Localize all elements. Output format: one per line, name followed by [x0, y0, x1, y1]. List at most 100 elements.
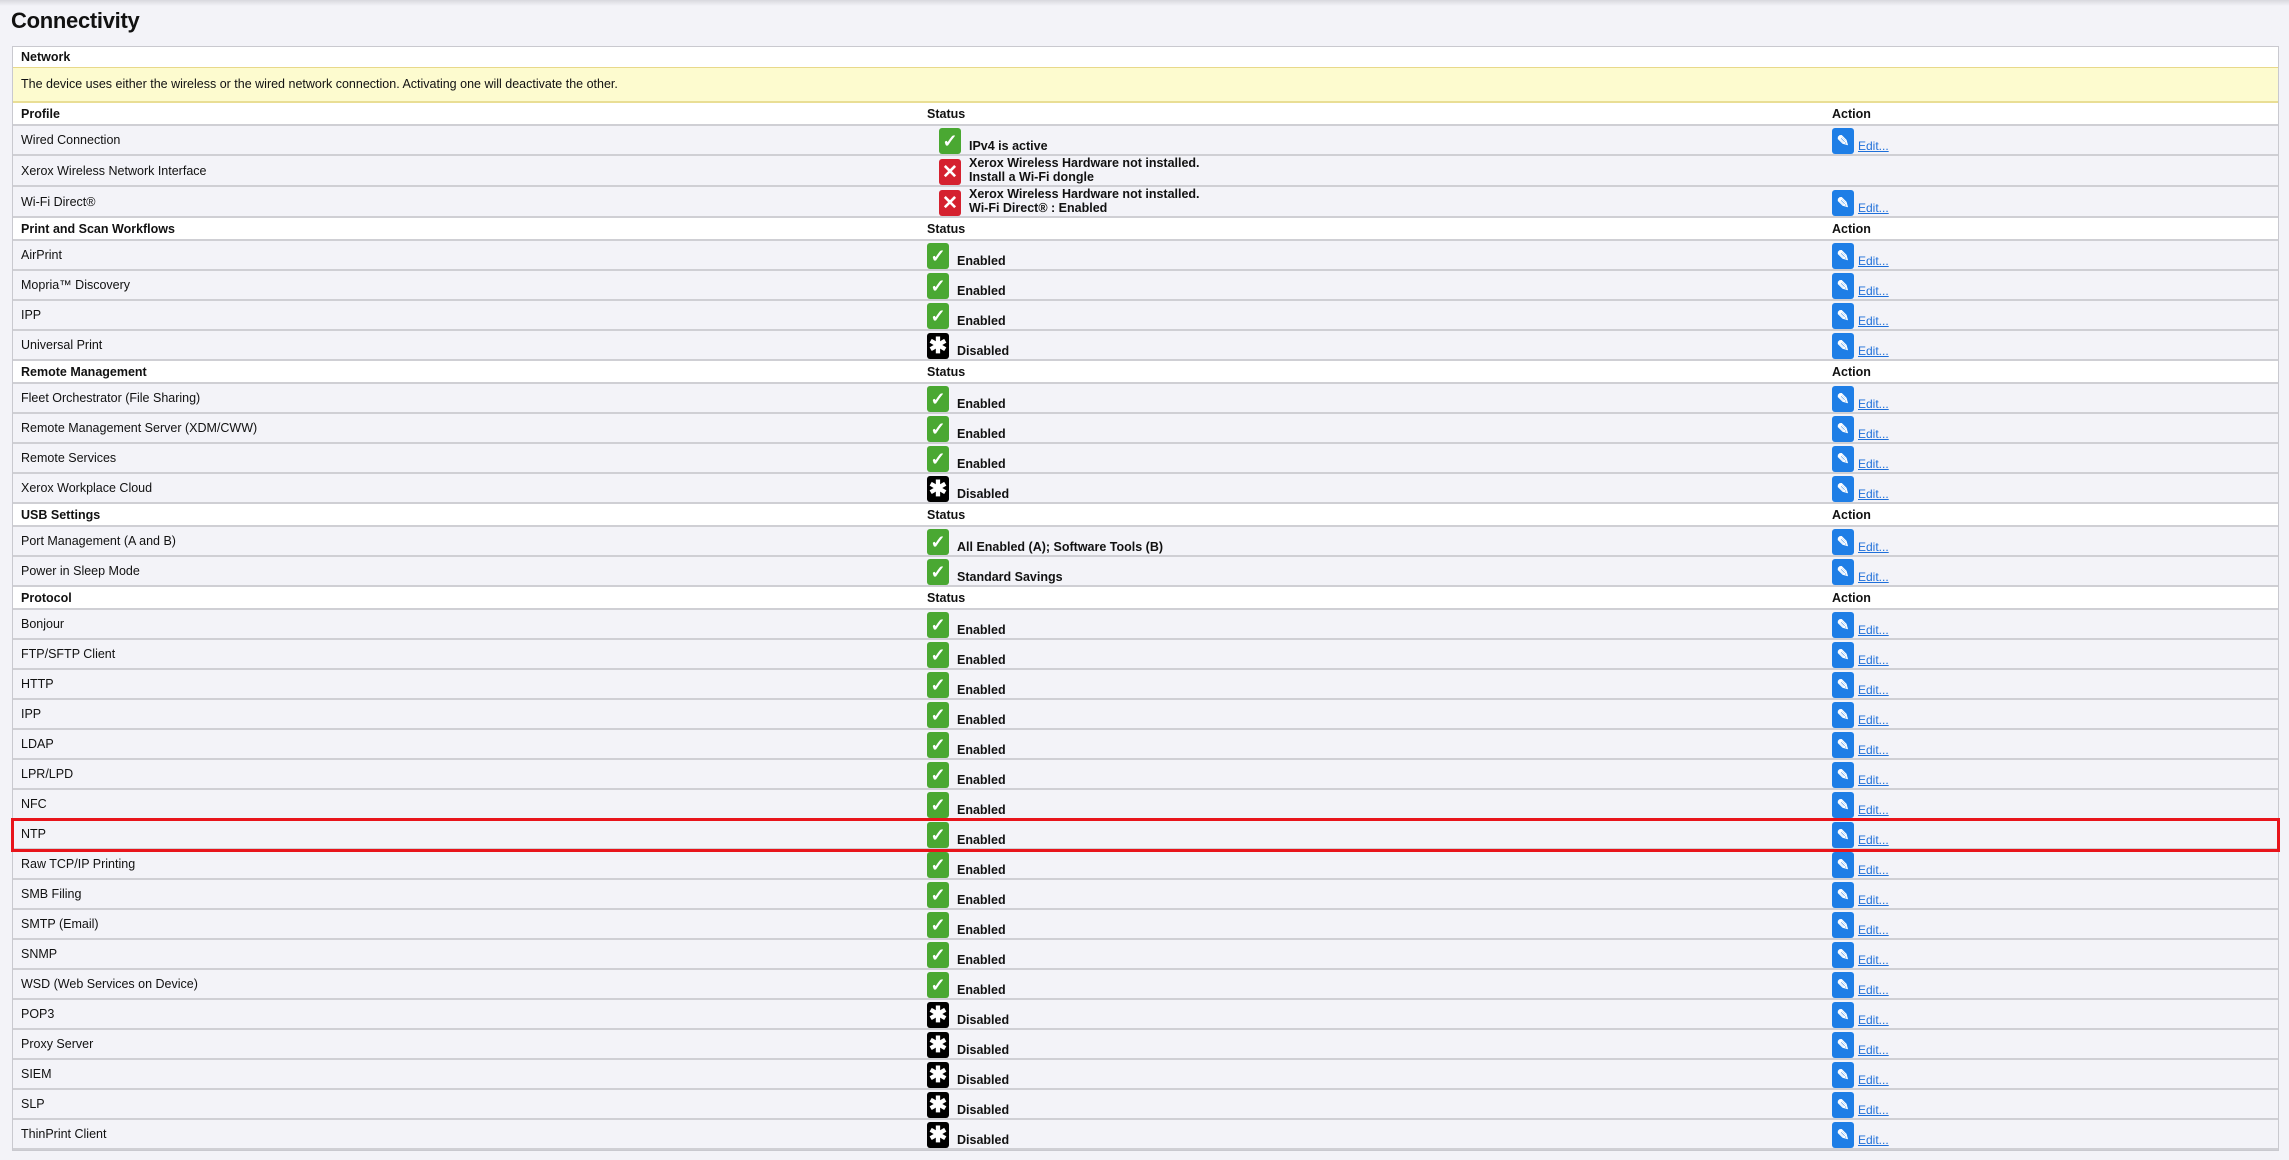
edit-pencil-icon[interactable]: ✎	[1832, 822, 1854, 848]
action-cell: ✎ Edit...	[1824, 730, 2278, 758]
network-notice: The device uses either the wireless or t…	[13, 68, 2278, 103]
row-name: SIEM	[21, 1067, 52, 1081]
status-line: Enabled	[957, 427, 1006, 441]
edit-pencil-icon[interactable]: ✎	[1832, 762, 1854, 788]
status-text: Enabled	[957, 743, 1006, 758]
edit-link[interactable]: Edit...	[1858, 201, 1889, 215]
disabled-asterisk-icon: ✱	[927, 1122, 949, 1148]
edit-link[interactable]: Edit...	[1858, 653, 1889, 667]
edit-link[interactable]: Edit...	[1858, 1103, 1889, 1117]
action-cell: ✎ Edit...	[1824, 1120, 2278, 1148]
action-cell: ✎ Edit...	[1824, 940, 2278, 968]
row-name: SNMP	[21, 947, 58, 961]
enabled-check-icon: ✓	[927, 273, 949, 299]
edit-pencil-icon[interactable]: ✎	[1832, 416, 1854, 442]
edit-pencil-icon[interactable]: ✎	[1832, 386, 1854, 412]
edit-pencil-icon[interactable]: ✎	[1832, 128, 1854, 154]
edit-pencil-icon[interactable]: ✎	[1832, 732, 1854, 758]
edit-pencil-icon[interactable]: ✎	[1832, 243, 1854, 269]
edit-pencil-icon[interactable]: ✎	[1832, 972, 1854, 998]
edit-pencil-icon[interactable]: ✎	[1832, 912, 1854, 938]
edit-link[interactable]: Edit...	[1858, 743, 1889, 757]
edit-link[interactable]: Edit...	[1858, 1073, 1889, 1087]
edit-link[interactable]: Edit...	[1858, 284, 1889, 298]
edit-link[interactable]: Edit...	[1858, 953, 1889, 967]
enabled-check-icon: ✓	[927, 762, 949, 788]
edit-pencil-icon[interactable]: ✎	[1832, 942, 1854, 968]
edit-pencil-icon[interactable]: ✎	[1832, 1002, 1854, 1028]
edit-link[interactable]: Edit...	[1858, 923, 1889, 937]
edit-link[interactable]: Edit...	[1858, 487, 1889, 501]
edit-link[interactable]: Edit...	[1858, 457, 1889, 471]
table-row: Xerox Wireless Network Interface ✕ Xerox W…	[13, 156, 2278, 187]
table-row: SMTP (Email) ✓ Enabled ✎ Edit...	[13, 910, 2278, 940]
edit-pencil-icon[interactable]: ✎	[1832, 1032, 1854, 1058]
status-line: Enabled	[957, 254, 1006, 268]
status-line: IPv4 is active	[969, 139, 1048, 153]
action-cell: ✎ Edit...	[1824, 610, 2278, 638]
edit-link[interactable]: Edit...	[1858, 713, 1889, 727]
edit-pencil-icon[interactable]: ✎	[1832, 559, 1854, 585]
action-cell	[1824, 156, 2278, 185]
edit-link[interactable]: Edit...	[1858, 833, 1889, 847]
edit-pencil-icon[interactable]: ✎	[1832, 642, 1854, 668]
edit-pencil-icon[interactable]: ✎	[1832, 612, 1854, 638]
table-row: Universal Print ✱ Disabled ✎ Edit...	[13, 331, 2278, 361]
edit-pencil-icon[interactable]: ✎	[1832, 333, 1854, 359]
status-column-header: Status	[927, 221, 966, 236]
page-title: Connectivity	[11, 8, 140, 33]
edit-pencil-icon[interactable]: ✎	[1832, 1092, 1854, 1118]
edit-link[interactable]: Edit...	[1858, 983, 1889, 997]
edit-pencil-icon[interactable]: ✎	[1832, 1062, 1854, 1088]
edit-link[interactable]: Edit...	[1858, 803, 1889, 817]
edit-pencil-icon[interactable]: ✎	[1832, 702, 1854, 728]
edit-pencil-icon[interactable]: ✎	[1832, 792, 1854, 818]
action-column-header: Action	[1832, 106, 1871, 121]
edit-link[interactable]: Edit...	[1858, 1013, 1889, 1027]
status-cell: ✓ Enabled	[919, 910, 1824, 938]
edit-link[interactable]: Edit...	[1858, 570, 1889, 584]
edit-link[interactable]: Edit...	[1858, 427, 1889, 441]
edit-link[interactable]: Edit...	[1858, 314, 1889, 328]
enabled-check-icon: ✓	[927, 446, 949, 472]
edit-pencil-icon[interactable]: ✎	[1832, 1122, 1854, 1148]
edit-link[interactable]: Edit...	[1858, 863, 1889, 877]
edit-pencil-icon[interactable]: ✎	[1832, 672, 1854, 698]
edit-pencil-icon[interactable]: ✎	[1832, 476, 1854, 502]
disabled-asterisk-icon: ✱	[927, 333, 949, 359]
edit-link[interactable]: Edit...	[1858, 397, 1889, 411]
edit-pencil-icon[interactable]: ✎	[1832, 852, 1854, 878]
edit-link[interactable]: Edit...	[1858, 254, 1889, 268]
edit-pencil-icon[interactable]: ✎	[1832, 446, 1854, 472]
action-cell: ✎ Edit...	[1824, 850, 2278, 878]
section-header: Print and Scan Workflows Status Action	[13, 218, 2278, 241]
edit-link[interactable]: Edit...	[1858, 623, 1889, 637]
edit-pencil-icon[interactable]: ✎	[1832, 303, 1854, 329]
edit-link[interactable]: Edit...	[1858, 893, 1889, 907]
status-cell: ✱ Disabled	[919, 1120, 1824, 1148]
edit-link[interactable]: Edit...	[1858, 1133, 1889, 1147]
status-cell: ✓ Enabled	[919, 760, 1824, 788]
edit-link[interactable]: Edit...	[1858, 1043, 1889, 1057]
enabled-check-icon: ✓	[927, 912, 949, 938]
status-text: Enabled	[957, 803, 1006, 818]
edit-pencil-icon[interactable]: ✎	[1832, 882, 1854, 908]
action-cell: ✎ Edit...	[1824, 444, 2278, 472]
section-header: Remote Management Status Action	[13, 361, 2278, 384]
edit-link[interactable]: Edit...	[1858, 540, 1889, 554]
edit-link[interactable]: Edit...	[1858, 344, 1889, 358]
edit-pencil-icon[interactable]: ✎	[1832, 273, 1854, 299]
row-name: ThinPrint Client	[21, 1127, 107, 1141]
edit-link[interactable]: Edit...	[1858, 139, 1889, 153]
row-name: SMTP (Email)	[21, 917, 99, 931]
status-text: Disabled	[957, 1133, 1009, 1148]
edit-link[interactable]: Edit...	[1858, 773, 1889, 787]
enabled-check-icon: ✓	[927, 642, 949, 668]
status-cell: ✓ Enabled	[919, 850, 1824, 878]
section-header: Protocol Status Action	[13, 587, 2278, 610]
edit-pencil-icon[interactable]: ✎	[1832, 190, 1854, 216]
status-cell: ✓ Enabled	[919, 610, 1824, 638]
edit-link[interactable]: Edit...	[1858, 683, 1889, 697]
edit-pencil-icon[interactable]: ✎	[1832, 529, 1854, 555]
action-cell: ✎ Edit...	[1824, 414, 2278, 442]
